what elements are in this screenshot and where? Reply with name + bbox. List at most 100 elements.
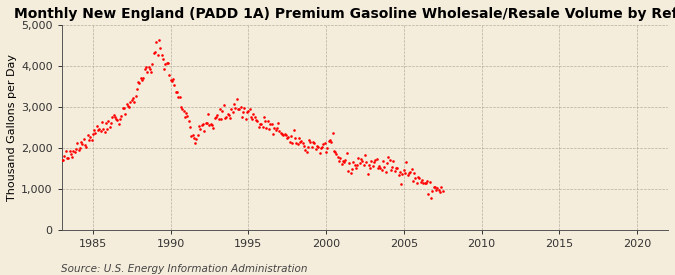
Point bbox=[63, 156, 74, 160]
Y-axis label: Thousand Gallons per Day: Thousand Gallons per Day bbox=[7, 54, 17, 201]
Point bbox=[406, 167, 417, 171]
Point bbox=[225, 116, 236, 120]
Point bbox=[204, 123, 215, 128]
Point bbox=[229, 102, 240, 106]
Point bbox=[381, 160, 392, 165]
Point bbox=[187, 133, 198, 138]
Point bbox=[358, 163, 369, 167]
Point bbox=[273, 121, 284, 126]
Point bbox=[398, 168, 409, 172]
Point bbox=[327, 131, 338, 136]
Point bbox=[108, 112, 119, 117]
Point bbox=[338, 159, 348, 163]
Point bbox=[98, 127, 109, 131]
Point bbox=[198, 122, 209, 127]
Point bbox=[396, 182, 406, 186]
Point bbox=[233, 106, 244, 111]
Point bbox=[383, 155, 394, 159]
Point bbox=[208, 126, 219, 130]
Point bbox=[425, 180, 435, 184]
Point bbox=[309, 141, 320, 145]
Point bbox=[363, 163, 374, 167]
Point bbox=[271, 126, 282, 131]
Point bbox=[235, 105, 246, 109]
Point bbox=[374, 164, 385, 168]
Point bbox=[325, 138, 335, 142]
Point bbox=[292, 141, 303, 146]
Point bbox=[437, 189, 448, 193]
Point bbox=[234, 107, 244, 111]
Point bbox=[247, 117, 258, 121]
Point bbox=[308, 140, 319, 145]
Point bbox=[161, 61, 172, 65]
Point bbox=[196, 123, 207, 127]
Point bbox=[408, 179, 418, 183]
Point bbox=[263, 119, 273, 123]
Point bbox=[200, 121, 211, 125]
Point bbox=[385, 168, 396, 172]
Point bbox=[425, 196, 436, 200]
Point bbox=[77, 142, 88, 146]
Point bbox=[301, 150, 312, 154]
Point bbox=[146, 69, 157, 74]
Point bbox=[202, 112, 213, 116]
Point bbox=[136, 76, 146, 81]
Point bbox=[153, 37, 164, 42]
Point bbox=[121, 102, 132, 106]
Point bbox=[194, 123, 205, 128]
Point bbox=[150, 50, 161, 54]
Point bbox=[215, 106, 225, 111]
Point bbox=[57, 158, 68, 163]
Point bbox=[379, 164, 389, 169]
Point bbox=[205, 122, 216, 126]
Point bbox=[70, 150, 80, 155]
Point bbox=[281, 136, 292, 140]
Point bbox=[401, 160, 412, 164]
Point bbox=[240, 117, 251, 122]
Point bbox=[144, 67, 155, 71]
Point bbox=[163, 61, 173, 65]
Point bbox=[97, 120, 107, 124]
Point bbox=[191, 137, 202, 142]
Point bbox=[377, 168, 387, 172]
Point bbox=[177, 106, 188, 111]
Point bbox=[130, 94, 141, 98]
Point bbox=[377, 159, 388, 164]
Point bbox=[232, 97, 242, 101]
Point bbox=[73, 148, 84, 152]
Point bbox=[281, 133, 292, 137]
Point bbox=[120, 112, 131, 116]
Point bbox=[92, 128, 103, 133]
Point bbox=[288, 128, 299, 133]
Point bbox=[435, 189, 446, 194]
Point bbox=[81, 144, 92, 149]
Point bbox=[94, 127, 105, 132]
Point bbox=[124, 104, 134, 109]
Point bbox=[343, 169, 354, 173]
Point bbox=[306, 145, 317, 150]
Point bbox=[287, 141, 298, 145]
Point bbox=[412, 175, 423, 180]
Point bbox=[419, 181, 430, 185]
Point bbox=[80, 142, 90, 147]
Point bbox=[122, 104, 133, 108]
Point bbox=[387, 164, 398, 169]
Point bbox=[404, 170, 414, 175]
Point bbox=[174, 95, 185, 99]
Point bbox=[353, 156, 364, 160]
Point bbox=[238, 110, 248, 114]
Point bbox=[246, 115, 256, 119]
Point bbox=[269, 126, 279, 130]
Point bbox=[126, 98, 137, 102]
Point bbox=[342, 151, 352, 155]
Point bbox=[422, 179, 433, 183]
Point bbox=[219, 116, 230, 120]
Point bbox=[209, 115, 220, 120]
Point bbox=[156, 53, 167, 57]
Point bbox=[394, 173, 404, 178]
Point bbox=[318, 142, 329, 147]
Point bbox=[329, 149, 340, 154]
Point bbox=[375, 166, 386, 170]
Point bbox=[423, 192, 434, 196]
Point bbox=[397, 172, 408, 176]
